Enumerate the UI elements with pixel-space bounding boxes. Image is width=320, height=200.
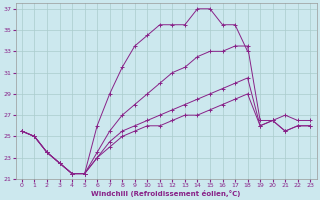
X-axis label: Windchill (Refroidissement éolien,°C): Windchill (Refroidissement éolien,°C)	[92, 190, 241, 197]
